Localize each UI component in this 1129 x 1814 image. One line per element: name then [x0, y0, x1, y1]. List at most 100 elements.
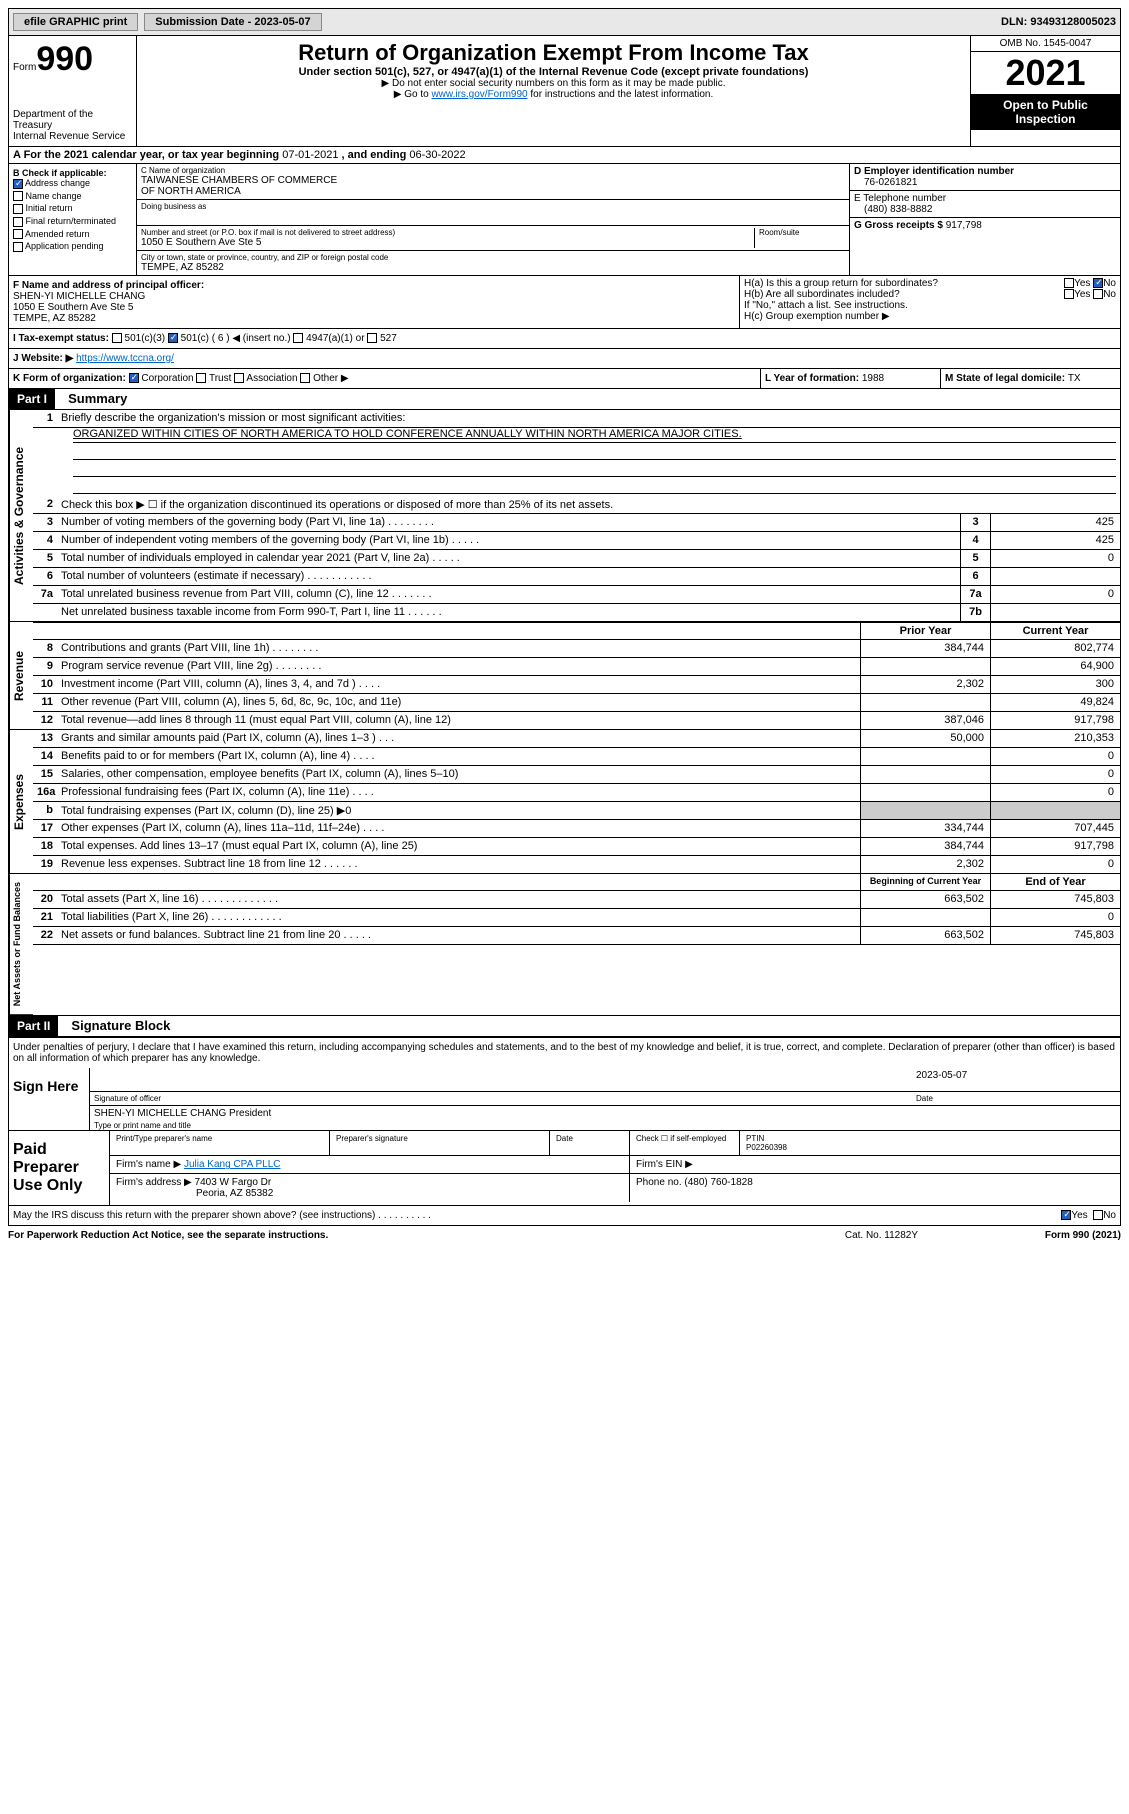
colb-item[interactable]: Final return/terminated [13, 216, 132, 227]
gov-label: Activities & Governance [9, 410, 33, 622]
ha-row: H(a) Is this a group return for subordin… [744, 278, 1116, 289]
dept-line1: Department of the Treasury [13, 109, 132, 131]
summary-row: bTotal fundraising expenses (Part IX, co… [33, 802, 1120, 820]
status-checkbox[interactable] [112, 333, 122, 343]
prior-year-hdr: Prior Year [860, 623, 990, 639]
section-expenses: Expenses 13Grants and similar amounts pa… [8, 730, 1121, 874]
hb-no-checkbox[interactable] [1093, 289, 1103, 299]
hb-yes-checkbox[interactable] [1064, 289, 1074, 299]
prep-sig-hdr: Preparer's signature [330, 1131, 550, 1155]
firm-ein-label: Firm's EIN ▶ [630, 1156, 1120, 1173]
subdate-value: 2023-05-07 [254, 16, 310, 28]
ein-label: D Employer identification number [854, 166, 1116, 177]
prep-name-hdr: Print/Type preparer's name [110, 1131, 330, 1155]
subdate-label: Submission Date - [155, 16, 254, 28]
summary-row: 12Total revenue—add lines 8 through 11 (… [33, 712, 1120, 730]
status-checkbox[interactable] [168, 333, 178, 343]
section-revenue: Revenue Prior Year Current Year 8Contrib… [8, 622, 1121, 730]
checkbox-icon[interactable] [13, 229, 23, 239]
summary-row: 14Benefits paid to or for members (Part … [33, 748, 1120, 766]
checkbox-icon[interactable] [13, 242, 23, 252]
paid-preparer-label: Paid Preparer Use Only [9, 1131, 109, 1205]
discuss-row: May the IRS discuss this return with the… [8, 1206, 1121, 1226]
summary-row: 15Salaries, other compensation, employee… [33, 766, 1120, 784]
subtitle-2: ▶ Do not enter social security numbers o… [141, 78, 966, 89]
row-k: K Form of organization: Corporation Trus… [8, 369, 1121, 389]
summary-row: 5Total number of individuals employed in… [33, 550, 1120, 568]
signature-block: Under penalties of perjury, I declare th… [8, 1037, 1121, 1131]
org-name-1: TAIWANESE CHAMBERS OF COMMERCE [141, 175, 845, 186]
date-label: Date [916, 1094, 1116, 1103]
orgform-checkbox[interactable] [234, 373, 244, 383]
col-right: D Employer identification number 76-0261… [850, 164, 1120, 275]
section-governance: Activities & Governance 1Briefly describ… [8, 410, 1121, 622]
ha-no-checkbox[interactable] [1093, 278, 1103, 288]
part2-header: Part II Signature Block [8, 1016, 1121, 1037]
section-netassets: Net Assets or Fund Balances Beginning of… [8, 874, 1121, 1016]
irs-link[interactable]: www.irs.gov/Form990 [431, 89, 527, 100]
summary-row: 8Contributions and grants (Part VIII, li… [33, 640, 1120, 658]
summary-row: 22Net assets or fund balances. Subtract … [33, 927, 1120, 945]
checkbox-icon[interactable] [13, 179, 23, 189]
summary-row: 7aTotal unrelated business revenue from … [33, 586, 1120, 604]
hb-note: If "No," attach a list. See instructions… [744, 300, 1116, 311]
beg-year-hdr: Beginning of Current Year [860, 874, 990, 890]
efile-button[interactable]: efile GRAPHIC print [13, 13, 138, 31]
summary-row: 3Number of voting members of the governi… [33, 514, 1120, 532]
pra-notice: For Paperwork Reduction Act Notice, see … [8, 1230, 845, 1241]
form-footer: Form 990 (2021) [1045, 1230, 1121, 1241]
tel-value: (480) 838-8882 [854, 204, 1116, 215]
title-cell: Return of Organization Exempt From Incom… [137, 36, 970, 146]
tel-label: E Telephone number [854, 193, 1116, 204]
paid-preparer-block: Paid Preparer Use Only Print/Type prepar… [8, 1131, 1121, 1206]
dba-label: Doing business as [141, 202, 845, 211]
checkbox-icon[interactable] [13, 191, 23, 201]
gross-label: G Gross receipts $ [854, 220, 946, 231]
summary-row: 18Total expenses. Add lines 13–17 (must … [33, 838, 1120, 856]
colb-item[interactable]: Name change [13, 191, 132, 202]
orgform-checkbox[interactable] [300, 373, 310, 383]
submission-date-button[interactable]: Submission Date - 2023-05-07 [144, 13, 321, 31]
room-label: Room/suite [759, 228, 845, 237]
firm-addr1: 7403 W Fargo Dr [195, 1177, 272, 1188]
colb-item[interactable]: Amended return [13, 229, 132, 240]
discuss-yes-checkbox[interactable] [1061, 1210, 1071, 1220]
summary-row: 17Other expenses (Part IX, column (A), l… [33, 820, 1120, 838]
colb-item[interactable]: Initial return [13, 203, 132, 214]
row-fh: F Name and address of principal officer:… [8, 276, 1121, 329]
open-inspection: Open to Public Inspection [971, 94, 1120, 130]
net-label: Net Assets or Fund Balances [9, 874, 33, 1015]
checkbox-icon[interactable] [13, 217, 23, 227]
orgform-checkbox[interactable] [129, 373, 139, 383]
city-value: TEMPE, AZ 85282 [141, 262, 845, 273]
summary-row: 4Number of independent voting members of… [33, 532, 1120, 550]
status-checkbox[interactable] [367, 333, 377, 343]
firm-name-link[interactable]: Julia Kang CPA PLLC [184, 1159, 281, 1170]
website-link[interactable]: https://www.tccna.org/ [76, 353, 174, 364]
row-i-status: I Tax-exempt status: 501(c)(3) 501(c) ( … [8, 329, 1121, 349]
city-label: City or town, state or province, country… [141, 253, 845, 262]
officer-addr2: TEMPE, AZ 85282 [13, 313, 735, 324]
colb-item[interactable]: Application pending [13, 241, 132, 252]
l1-desc: Briefly describe the organization's miss… [57, 410, 1120, 427]
orgform-checkbox[interactable] [196, 373, 206, 383]
rev-label: Revenue [9, 622, 33, 730]
addr-label: Number and street (or P.O. box if mail i… [141, 228, 754, 237]
ha-yes-checkbox[interactable] [1064, 278, 1074, 288]
form-title: Return of Organization Exempt From Incom… [141, 40, 966, 66]
exp-label: Expenses [9, 730, 33, 874]
colb-item[interactable]: Address change [13, 178, 132, 189]
summary-row: 11Other revenue (Part VIII, column (A), … [33, 694, 1120, 712]
checkbox-icon[interactable] [13, 204, 23, 214]
firm-addr2: Peoria, AZ 85382 [116, 1188, 273, 1199]
status-checkbox[interactable] [293, 333, 303, 343]
ptin-value: P02260398 [746, 1143, 787, 1152]
footer: For Paperwork Reduction Act Notice, see … [8, 1226, 1121, 1245]
discuss-no-checkbox[interactable] [1093, 1210, 1103, 1220]
col-b-checkboxes: B Check if applicable: Address change Na… [9, 164, 137, 275]
sig-officer-label: Signature of officer [94, 1094, 916, 1103]
form-header: Form990 Department of the Treasury Inter… [8, 36, 1121, 147]
org-name-2: OF NORTH AMERICA [141, 186, 845, 197]
dln: DLN: 93493128005023 [1001, 16, 1116, 28]
prep-check-hdr: Check ☐ if self-employed [630, 1131, 740, 1155]
